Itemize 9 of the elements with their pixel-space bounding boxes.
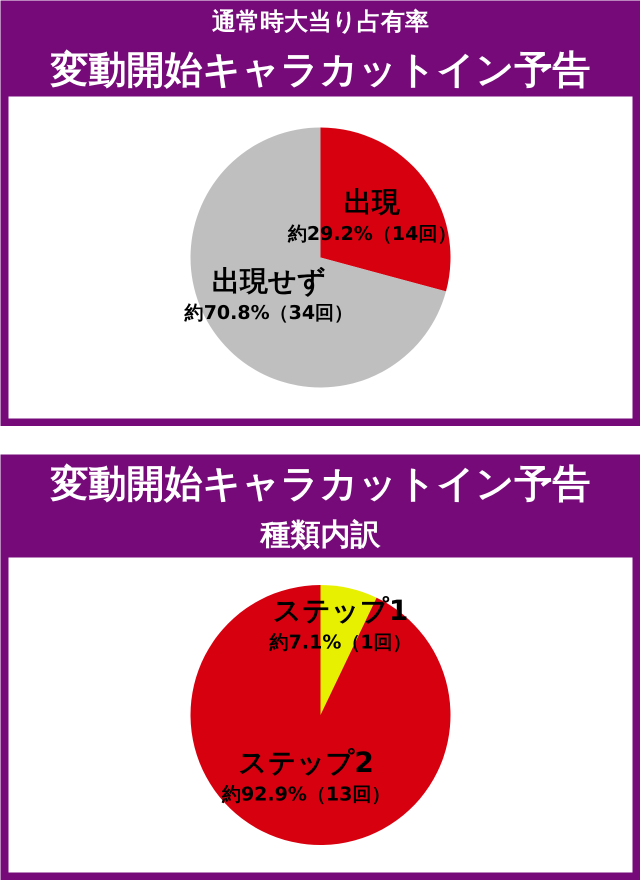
- slice-label: 出現: [344, 185, 402, 218]
- chart-title: 変動開始キャラカットイン予告: [50, 462, 590, 506]
- data-label: 約92.9%（13回）: [220, 783, 390, 806]
- slice-label: ステップ2: [238, 746, 374, 779]
- slice-label: 出現せず: [212, 264, 326, 298]
- chart-subtitle: 種類内訳: [260, 518, 382, 552]
- chart-title: 通常時大当り占有率: [211, 8, 429, 36]
- chart-subtitle: 変動開始キャラカットイン予告: [50, 48, 590, 92]
- data-label: 約70.8%（34回）: [184, 302, 354, 324]
